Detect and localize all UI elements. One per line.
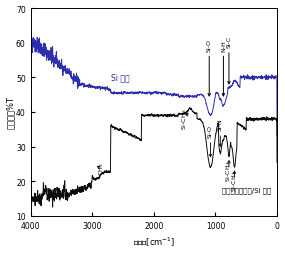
Text: N-H: N-H bbox=[221, 40, 226, 97]
Text: Si-C: Si-C bbox=[227, 36, 231, 85]
X-axis label: 波数　[cm$^{-1}$]: 波数 [cm$^{-1}$] bbox=[133, 235, 175, 248]
Text: Si-CH$_3$: Si-CH$_3$ bbox=[180, 108, 189, 129]
Text: Si-N: Si-N bbox=[218, 118, 223, 147]
Text: プラズマ重合膜/Si 基板: プラズマ重合膜/Si 基板 bbox=[221, 187, 271, 194]
Text: -CH$_3$: -CH$_3$ bbox=[97, 162, 106, 178]
Text: Si-CH$_3$: Si-CH$_3$ bbox=[225, 160, 233, 181]
Text: Si 基板: Si 基板 bbox=[111, 73, 129, 82]
Text: Si-O: Si-O bbox=[208, 125, 213, 157]
Y-axis label: 透過率　%T: 透過率 %T bbox=[5, 96, 15, 129]
Text: Si-CH$_3$: Si-CH$_3$ bbox=[230, 170, 239, 191]
Text: Si-O: Si-O bbox=[207, 38, 212, 97]
